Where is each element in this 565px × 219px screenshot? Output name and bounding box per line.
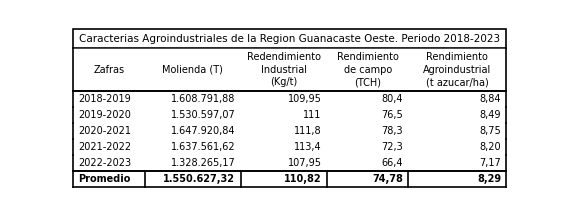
Text: 8,29: 8,29 — [477, 174, 501, 184]
Text: Redendimiento
Industrial
(Kg/t): Redendimiento Industrial (Kg/t) — [247, 52, 321, 87]
Text: 66,4: 66,4 — [382, 158, 403, 168]
Text: 2020-2021: 2020-2021 — [78, 126, 131, 136]
Text: 2022-2023: 2022-2023 — [78, 158, 131, 168]
Text: 1.530.597,07: 1.530.597,07 — [171, 110, 236, 120]
Text: Zafras: Zafras — [93, 65, 124, 75]
Text: 7,17: 7,17 — [479, 158, 501, 168]
Text: Rendimiento
de campo
(TCH): Rendimiento de campo (TCH) — [337, 52, 398, 87]
Text: 78,3: 78,3 — [381, 126, 403, 136]
Bar — [73, 29, 506, 48]
Text: 80,4: 80,4 — [382, 94, 403, 104]
Text: 111: 111 — [303, 110, 321, 120]
Text: Molienda (T): Molienda (T) — [162, 65, 223, 75]
Text: 2021-2022: 2021-2022 — [78, 142, 131, 152]
Text: 1.328.265,17: 1.328.265,17 — [171, 158, 236, 168]
Text: 8,20: 8,20 — [480, 142, 501, 152]
Text: 8,75: 8,75 — [479, 126, 501, 136]
Bar — [73, 171, 506, 187]
Bar — [73, 123, 506, 139]
Text: Caracterias Agroindustriales de la Region Guanacaste Oeste. Periodo 2018-2023: Caracterias Agroindustriales de la Regio… — [79, 34, 500, 44]
Text: 1.550.627,32: 1.550.627,32 — [163, 174, 236, 184]
Bar — [73, 139, 506, 155]
Text: 2019-2020: 2019-2020 — [78, 110, 131, 120]
Text: 1.647.920,84: 1.647.920,84 — [171, 126, 236, 136]
Text: 111,8: 111,8 — [294, 126, 321, 136]
Text: 8,49: 8,49 — [480, 110, 501, 120]
Text: 1.608.791,88: 1.608.791,88 — [171, 94, 236, 104]
Text: 76,5: 76,5 — [381, 110, 403, 120]
Text: 110,82: 110,82 — [284, 174, 321, 184]
Text: 8,84: 8,84 — [480, 94, 501, 104]
Text: 107,95: 107,95 — [288, 158, 321, 168]
Bar — [73, 155, 506, 171]
Text: 1.637.561,62: 1.637.561,62 — [171, 142, 236, 152]
Text: 72,3: 72,3 — [381, 142, 403, 152]
Text: Promedio: Promedio — [78, 174, 131, 184]
Bar — [73, 91, 506, 107]
Text: 109,95: 109,95 — [288, 94, 321, 104]
Text: 113,4: 113,4 — [294, 142, 321, 152]
Text: Rendimiento
Agroindustrial
(t azucar/ha): Rendimiento Agroindustrial (t azucar/ha) — [423, 52, 492, 87]
Text: 2018-2019: 2018-2019 — [78, 94, 131, 104]
Text: 74,78: 74,78 — [372, 174, 403, 184]
Bar — [73, 107, 506, 123]
Bar — [73, 48, 506, 91]
